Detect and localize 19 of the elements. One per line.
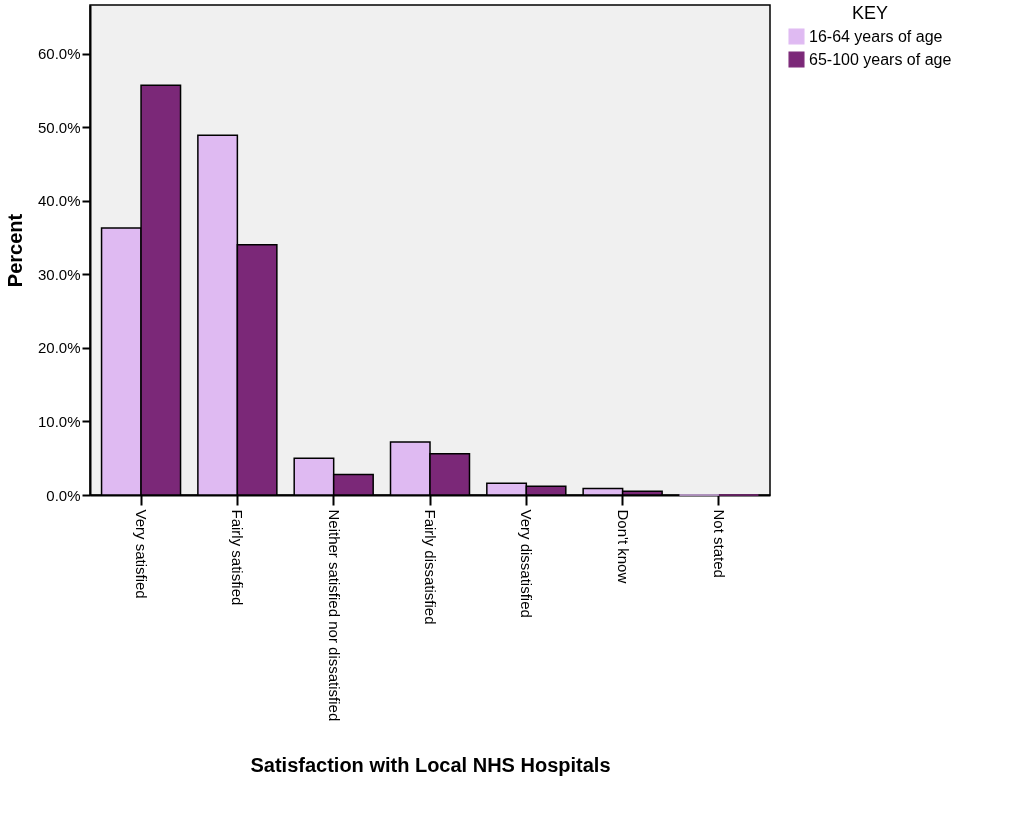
x-tick-label: Very dissatisfied	[518, 509, 536, 618]
legend-label: 16-64 years of age	[809, 27, 943, 45]
x-axis-title: Satisfaction with Local NHS Hospitals	[250, 753, 611, 776]
legend-label: 65-100 years of age	[809, 50, 952, 68]
y-tick-label: 50.0%	[37, 118, 81, 136]
y-axis-title: Percent	[3, 213, 26, 288]
x-tick-label: Very satisfied	[133, 509, 151, 599]
x-tick-label: Neither satisfied nor dissatisfied	[325, 509, 343, 722]
legend-title: KEY	[851, 3, 889, 23]
y-tick-label: 20.0%	[37, 339, 81, 357]
y-tick-label: 30.0%	[37, 265, 81, 283]
x-tick-label: Don't know	[614, 509, 632, 584]
y-tick-label: 60.0%	[37, 45, 81, 63]
y-tick-label: 40.0%	[37, 192, 81, 210]
y-tick-label: 10.0%	[37, 412, 81, 430]
x-tick-label: Fairly satisfied	[229, 509, 247, 606]
x-tick-label: Not stated	[710, 509, 728, 578]
x-tick-label: Fairly dissatisfied	[422, 509, 439, 625]
y-tick-label: 0.0%	[46, 486, 81, 504]
